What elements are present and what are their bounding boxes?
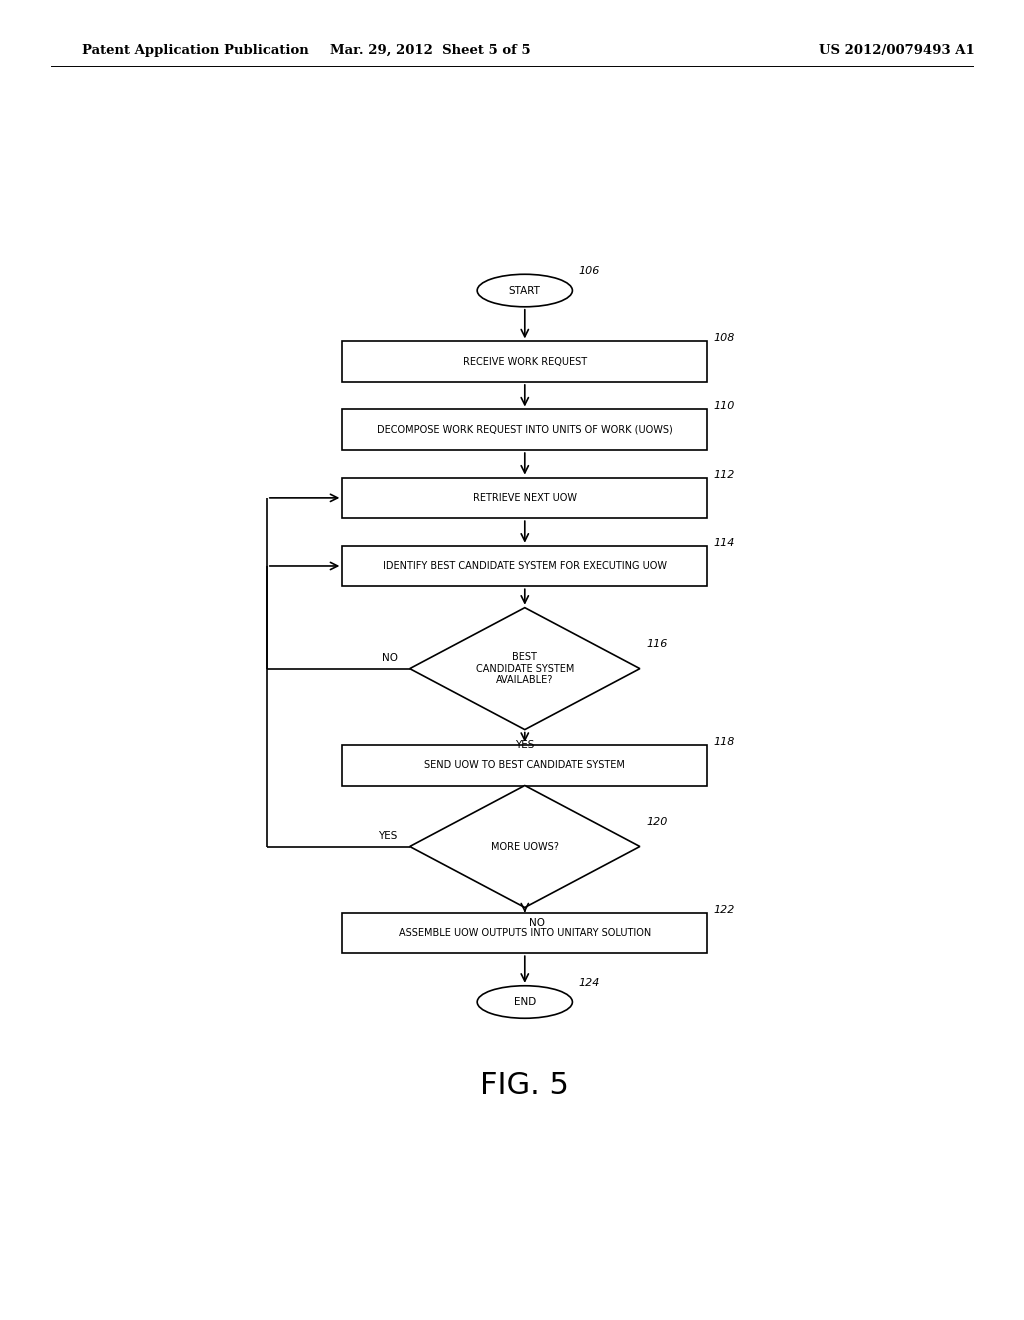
Text: YES: YES — [379, 832, 397, 841]
Text: Mar. 29, 2012  Sheet 5 of 5: Mar. 29, 2012 Sheet 5 of 5 — [330, 44, 530, 57]
Text: 116: 116 — [646, 639, 668, 649]
Text: ASSEMBLE UOW OUTPUTS INTO UNITARY SOLUTION: ASSEMBLE UOW OUTPUTS INTO UNITARY SOLUTI… — [398, 928, 651, 939]
Text: 112: 112 — [714, 470, 735, 479]
Text: US 2012/0079493 A1: US 2012/0079493 A1 — [819, 44, 975, 57]
Text: NO: NO — [528, 917, 545, 928]
Text: RETRIEVE NEXT UOW: RETRIEVE NEXT UOW — [473, 492, 577, 503]
Text: NO: NO — [382, 653, 397, 664]
Text: 110: 110 — [714, 401, 735, 412]
Text: FIG. 5: FIG. 5 — [480, 1071, 569, 1100]
Text: 122: 122 — [714, 904, 735, 915]
FancyBboxPatch shape — [342, 478, 708, 519]
Text: 124: 124 — [579, 978, 600, 987]
Polygon shape — [410, 607, 640, 730]
Text: DECOMPOSE WORK REQUEST INTO UNITS OF WORK (UOWS): DECOMPOSE WORK REQUEST INTO UNITS OF WOR… — [377, 425, 673, 434]
Text: Patent Application Publication: Patent Application Publication — [82, 44, 308, 57]
FancyBboxPatch shape — [342, 912, 708, 953]
Text: MORE UOWS?: MORE UOWS? — [490, 842, 559, 851]
Text: END: END — [514, 997, 536, 1007]
FancyBboxPatch shape — [342, 545, 708, 586]
Text: 108: 108 — [714, 334, 735, 343]
Text: 106: 106 — [579, 267, 600, 276]
Ellipse shape — [477, 986, 572, 1018]
Polygon shape — [410, 785, 640, 907]
Text: START: START — [509, 285, 541, 296]
Text: 120: 120 — [646, 817, 668, 828]
Text: SEND UOW TO BEST CANDIDATE SYSTEM: SEND UOW TO BEST CANDIDATE SYSTEM — [424, 760, 626, 770]
Text: RECEIVE WORK REQUEST: RECEIVE WORK REQUEST — [463, 356, 587, 367]
Text: 114: 114 — [714, 537, 735, 548]
Text: 118: 118 — [714, 737, 735, 747]
Text: YES: YES — [515, 739, 535, 750]
FancyBboxPatch shape — [342, 409, 708, 450]
Text: BEST
CANDIDATE SYSTEM
AVAILABLE?: BEST CANDIDATE SYSTEM AVAILABLE? — [475, 652, 574, 685]
Text: IDENTIFY BEST CANDIDATE SYSTEM FOR EXECUTING UOW: IDENTIFY BEST CANDIDATE SYSTEM FOR EXECU… — [383, 561, 667, 572]
FancyBboxPatch shape — [342, 342, 708, 381]
FancyBboxPatch shape — [342, 744, 708, 785]
Ellipse shape — [477, 275, 572, 306]
